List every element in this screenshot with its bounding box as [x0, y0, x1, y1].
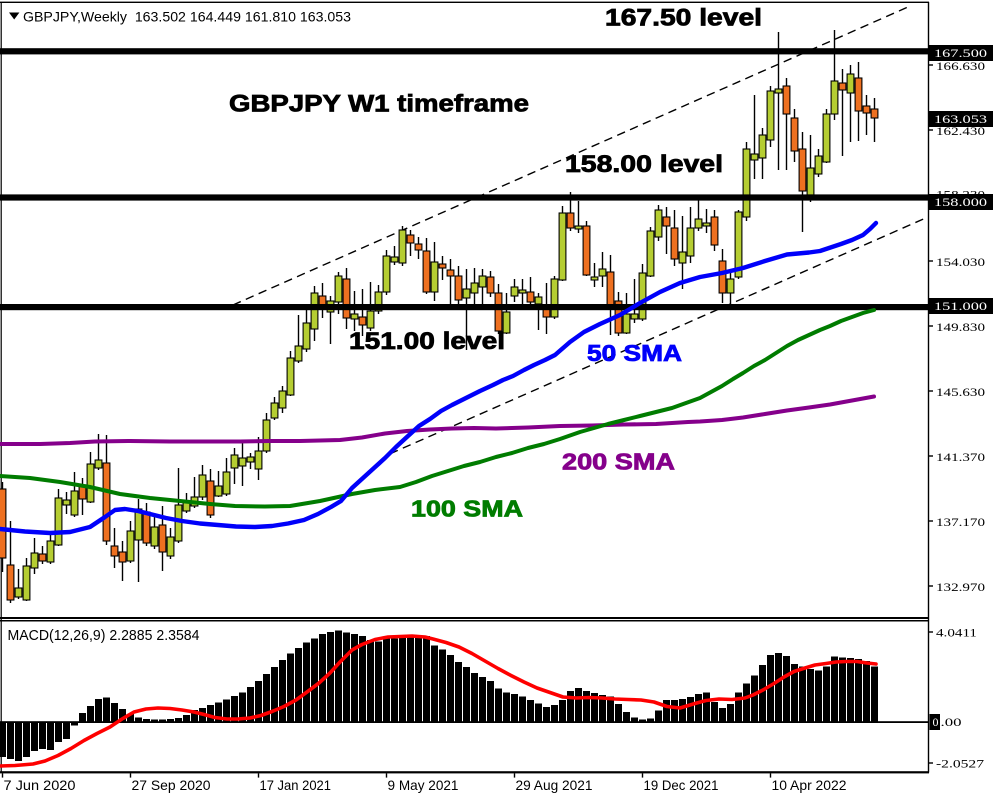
svg-text:9 May 2021: 9 May 2021 — [388, 777, 459, 793]
svg-text:149.830: 149.830 — [936, 320, 985, 334]
svg-text:158.00 level: 158.00 level — [565, 151, 723, 178]
svg-text:0: 0 — [933, 715, 939, 729]
svg-text:10 Apr 2022: 10 Apr 2022 — [772, 777, 847, 793]
svg-text:166.630: 166.630 — [936, 59, 985, 73]
svg-text:158.000: 158.000 — [934, 195, 987, 209]
svg-text:50 SMA: 50 SMA — [587, 340, 682, 366]
svg-text:GBPJPY W1 timeframe: GBPJPY W1 timeframe — [229, 91, 529, 118]
svg-text:27 Sep 2020: 27 Sep 2020 — [132, 777, 211, 793]
svg-text:-2.0527: -2.0527 — [936, 757, 984, 771]
svg-text:151.00 level: 151.00 level — [349, 328, 505, 355]
svg-text:MACD(12,26,9) 2.2885 2.3584: MACD(12,26,9) 2.2885 2.3584 — [8, 628, 200, 644]
svg-text:4.0411: 4.0411 — [936, 626, 977, 640]
svg-text:151.000: 151.000 — [934, 299, 987, 313]
svg-text:137.170: 137.170 — [936, 515, 985, 529]
svg-text:141.370: 141.370 — [936, 450, 985, 464]
svg-text:.00: .00 — [941, 715, 962, 729]
svg-text:100 SMA: 100 SMA — [411, 496, 523, 522]
svg-text:17 Jan 2021: 17 Jan 2021 — [260, 777, 332, 793]
svg-text:7 Jun 2020: 7 Jun 2020 — [4, 777, 76, 793]
svg-text:162.430: 162.430 — [936, 124, 985, 138]
svg-text:163.053: 163.053 — [934, 112, 987, 126]
svg-text:132.970: 132.970 — [936, 580, 985, 594]
svg-text:19 Dec 2021: 19 Dec 2021 — [644, 777, 719, 793]
svg-text:154.030: 154.030 — [936, 255, 985, 269]
svg-text:167.50 level: 167.50 level — [605, 4, 762, 31]
svg-text:29 Aug 2021: 29 Aug 2021 — [516, 777, 593, 793]
svg-text:167.500: 167.500 — [934, 46, 987, 60]
svg-text:GBPJPY,Weekly 163.502 164.449: GBPJPY,Weekly 163.502 164.449 161.810 16… — [23, 9, 351, 25]
svg-text:145.630: 145.630 — [936, 385, 985, 399]
svg-text:200 SMA: 200 SMA — [562, 449, 675, 475]
